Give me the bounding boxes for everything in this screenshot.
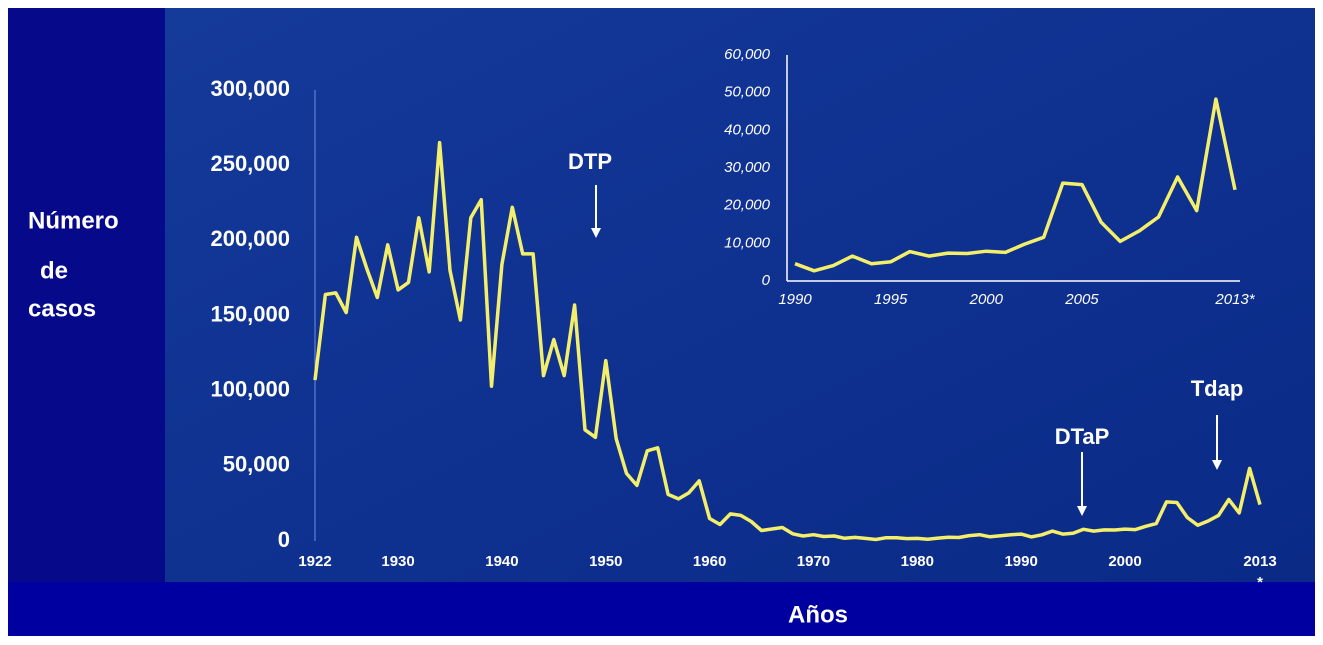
- x-tick-label: 2013: [1243, 553, 1276, 570]
- annotation: DTP: [568, 149, 612, 174]
- y-label: casos: [28, 295, 96, 322]
- x-tick-label: 1990: [778, 291, 812, 308]
- x-tick-label: 2013*: [1214, 291, 1255, 308]
- x-label: Años: [788, 601, 848, 628]
- x-tick-label: 2000: [969, 291, 1004, 308]
- x-tick-label: 1990: [1004, 553, 1037, 570]
- y-tick-label: 40,000: [724, 121, 771, 138]
- x-tick-label: 1995: [874, 291, 908, 308]
- annotation-arrowhead: [591, 228, 601, 238]
- y-tick-label: 100,000: [210, 376, 290, 401]
- annotation-arrowhead: [1212, 460, 1222, 470]
- y-tick-label: 250,000: [210, 151, 290, 176]
- x-tick-label: 1922: [298, 553, 331, 570]
- x-label-band: [8, 582, 1315, 636]
- y-tick-label: 50,000: [724, 84, 771, 101]
- y-label: de: [40, 257, 68, 284]
- y-tick-label: 150,000: [210, 301, 290, 326]
- y-tick-label: 0: [278, 527, 290, 552]
- x-tick-label: 1940: [485, 553, 518, 570]
- y-tick-label: 60,000: [724, 46, 771, 63]
- x-tick-label: 2005: [1064, 291, 1099, 308]
- y-tick-label: 0: [762, 272, 771, 289]
- y-tick-label: 200,000: [210, 226, 290, 251]
- annotation: Tdap: [1191, 376, 1244, 401]
- x-tick-label: 1970: [797, 553, 830, 570]
- y-tick-label: 30,000: [724, 159, 771, 176]
- y-tick-label: 300,000: [210, 76, 290, 101]
- data-line: [313, 140, 1262, 542]
- annotation: *: [1257, 574, 1263, 591]
- x-tick-label: 2000: [1108, 553, 1141, 570]
- y-tick-label: 20,000: [723, 197, 771, 214]
- data-line: [794, 97, 1237, 273]
- y-tick-label: 10,000: [724, 234, 771, 251]
- y-label: Número: [28, 207, 119, 234]
- y-tick-label: 50,000: [223, 452, 290, 477]
- x-tick-label: 1980: [901, 553, 934, 570]
- x-tick-label: 1950: [589, 553, 622, 570]
- annotation-arrowhead: [1077, 506, 1087, 516]
- plot-background: [165, 8, 1315, 582]
- x-tick-label: 1960: [693, 553, 726, 570]
- x-tick-label: 1930: [381, 553, 414, 570]
- annotation: DTaP: [1055, 424, 1110, 449]
